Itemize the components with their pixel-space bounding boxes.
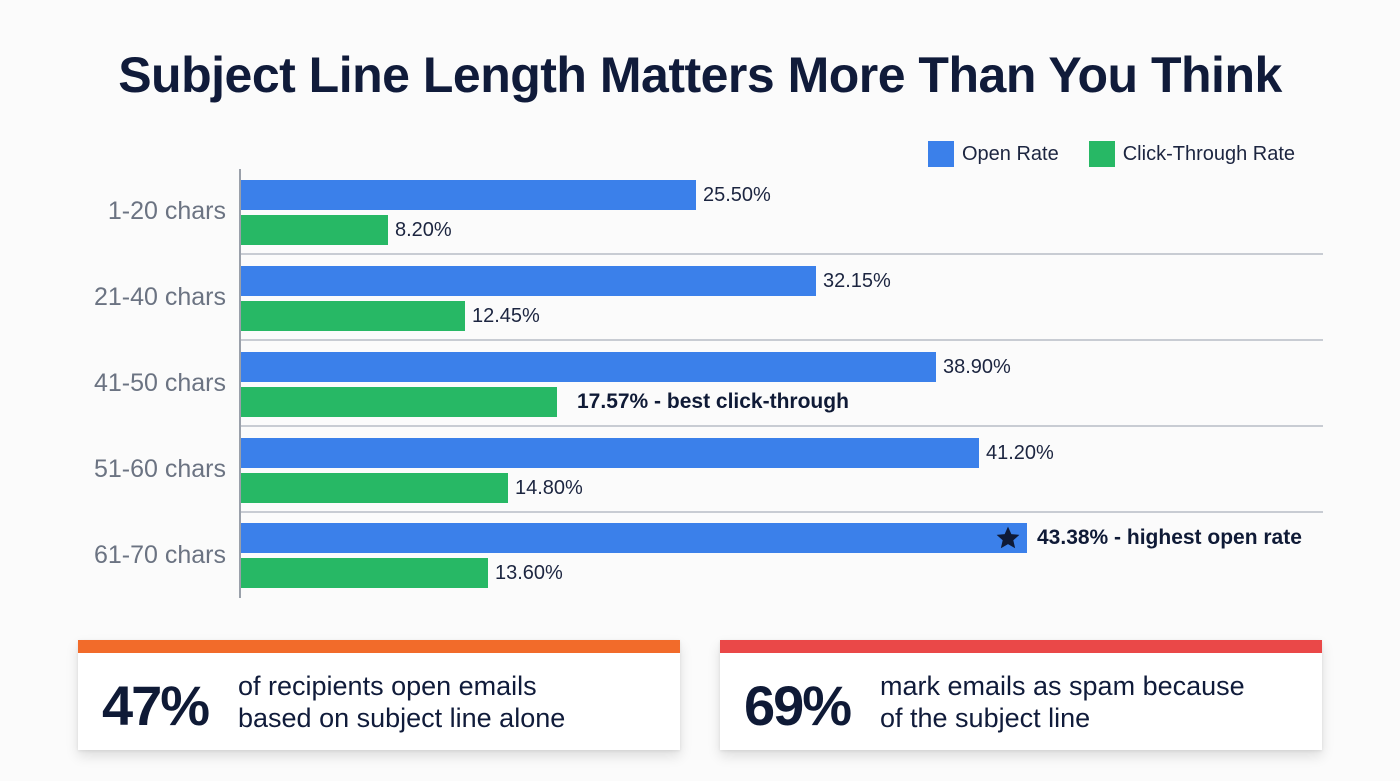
- value-label: 25.50%: [703, 184, 771, 206]
- card-accent-bar: [78, 640, 680, 653]
- category-label: 41-50 chars: [93, 369, 226, 397]
- gridline: [241, 253, 1323, 255]
- stat-description: mark emails as spam because of the subje…: [880, 670, 1245, 734]
- bar-click-through-rate: [241, 387, 557, 417]
- bar-open-rate: [241, 352, 936, 382]
- stat-description-line: of recipients open emails: [238, 671, 537, 701]
- value-label: 41.20%: [986, 442, 1054, 464]
- stat-card-open-by-subject: 47% of recipients open emails based on s…: [78, 640, 680, 750]
- stat-description-line: based on subject line alone: [238, 703, 566, 733]
- value-label: 38.90%: [943, 356, 1011, 378]
- chart-title: Subject Line Length Matters More Than Yo…: [118, 47, 1282, 103]
- stat-value: 69%: [744, 674, 852, 737]
- legend: Open Rate Click-Through Rate: [928, 141, 1295, 167]
- gridline: [241, 339, 1323, 341]
- value-label: 12.45%: [472, 305, 540, 327]
- stat-description-line: of the subject line: [880, 703, 1091, 733]
- star-icon: [996, 526, 1020, 549]
- legend-swatch-open-rate: [928, 141, 954, 167]
- value-label: 32.15%: [823, 270, 891, 292]
- value-label: 14.80%: [515, 477, 583, 499]
- stat-card-spam-by-subject: 69% mark emails as spam because of the s…: [720, 640, 1322, 750]
- stat-value: 47%: [102, 674, 210, 737]
- gridline: [241, 425, 1323, 427]
- category-label: 51-60 chars: [93, 455, 226, 483]
- gridline: [241, 511, 1323, 513]
- legend-swatch-click-through-rate: [1088, 141, 1115, 167]
- stat-description-line: mark emails as spam because: [880, 671, 1245, 701]
- card-accent-bar: [720, 640, 1322, 653]
- annotation-highest-open-rate: 43.38% - highest open rate: [1037, 526, 1302, 549]
- annotation-best-click-through: 17.57% - best click-through: [577, 390, 849, 413]
- category-label: 1-20 chars: [107, 197, 226, 225]
- value-label: 8.20%: [395, 219, 452, 241]
- y-axis-line: [239, 169, 241, 598]
- stat-description: of recipients open emails based on subje…: [238, 670, 565, 734]
- bar-click-through-rate: [241, 558, 488, 588]
- legend-label-click-through-rate: Click-Through Rate: [1122, 142, 1296, 165]
- legend-item-open-rate: Open Rate: [928, 141, 1059, 167]
- bar-open-rate: [241, 438, 979, 468]
- bar-open-rate: [241, 266, 816, 296]
- bar-click-through-rate: [241, 301, 465, 331]
- category-label: 21-40 chars: [93, 283, 226, 311]
- bar-click-through-rate: [241, 215, 388, 245]
- legend-label-open-rate: Open Rate: [962, 142, 1059, 165]
- bar-open-rate: [241, 523, 1027, 553]
- bar-click-through-rate: [241, 473, 508, 503]
- value-label: 13.60%: [495, 562, 563, 584]
- legend-item-click-through-rate: Click-Through Rate: [1088, 141, 1296, 167]
- category-label: 61-70 chars: [93, 541, 226, 569]
- bar-open-rate: [241, 180, 696, 210]
